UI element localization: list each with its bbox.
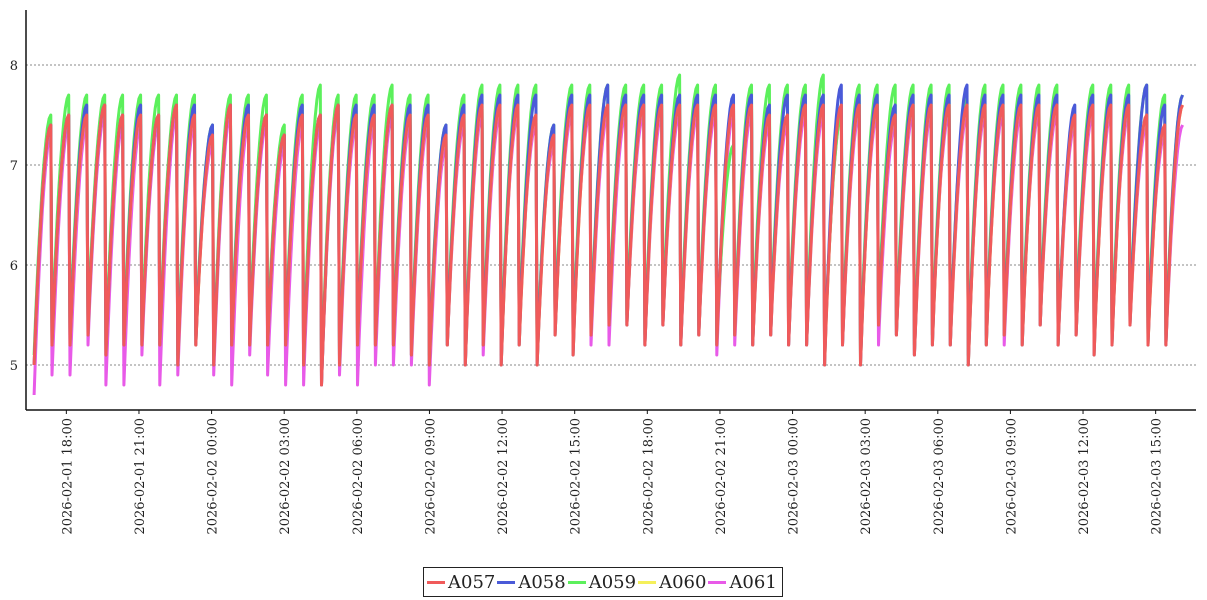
legend-label: A057 (448, 571, 496, 593)
legend-swatch (708, 580, 727, 584)
x-tick-label: 2026-02-03 03:00 (859, 418, 874, 535)
legend-label: A060 (659, 571, 707, 593)
series-line-a057 (32, 103, 1184, 387)
y-tick-label: 8 (10, 59, 18, 74)
x-tick-label: 2026-02-02 03:00 (278, 418, 293, 535)
legend-item-a058[interactable]: A058 (497, 571, 566, 593)
legend-swatch (427, 580, 445, 584)
x-tick-label: 2026-02-03 09:00 (1004, 418, 1019, 535)
x-tick-label: 2026-02-02 15:00 (569, 418, 584, 535)
legend-item-a060[interactable]: A060 (638, 572, 706, 593)
x-tick-label: 2026-02-03 00:00 (787, 418, 802, 535)
legend-item-a061[interactable]: A061 (708, 571, 777, 593)
series-lines (32, 73, 1184, 396)
x-tick-label: 2026-02-03 12:00 (1077, 418, 1092, 535)
legend-item-a057[interactable]: A057 (427, 572, 495, 593)
x-tick-label: 2026-02-02 18:00 (641, 418, 656, 535)
x-tick-label: 2026-02-03 06:00 (932, 418, 947, 535)
legend: A057 A058 A059 A060 A061 (423, 567, 783, 597)
y-tick-labels: 5 6 7 8 (10, 59, 18, 374)
legend-swatch (497, 580, 516, 584)
x-tick-labels: 2026-02-01 18:00 2026-02-01 21:00 2026-02-… (60, 410, 1165, 535)
x-tick-label: 2026-02-02 21:00 (714, 418, 729, 535)
x-tick-label: 2026-02-02 06:00 (351, 418, 366, 535)
x-tick-label: 2026-02-01 18:00 (60, 418, 75, 535)
x-tick-label: 2026-02-02 09:00 (423, 418, 438, 535)
x-tick-label: 2026-02-02 00:00 (206, 418, 221, 535)
y-tick-label: 7 (10, 159, 18, 174)
y-tick-label: 6 (10, 259, 18, 274)
legend-label: A059 (588, 571, 637, 593)
x-tick-label: 2026-02-02 12:00 (496, 418, 511, 535)
legend-label: A058 (518, 571, 566, 593)
x-tick-label: 2026-02-01 21:00 (133, 418, 148, 535)
legend-swatch (638, 580, 657, 584)
legend-item-a059[interactable]: A059 (567, 571, 637, 593)
legend-label: A061 (729, 571, 777, 593)
axes (25, 10, 1196, 411)
y-tick-label: 5 (10, 359, 18, 374)
x-tick-label: 2026-02-03 15:00 (1150, 418, 1165, 535)
legend-swatch (567, 580, 586, 584)
